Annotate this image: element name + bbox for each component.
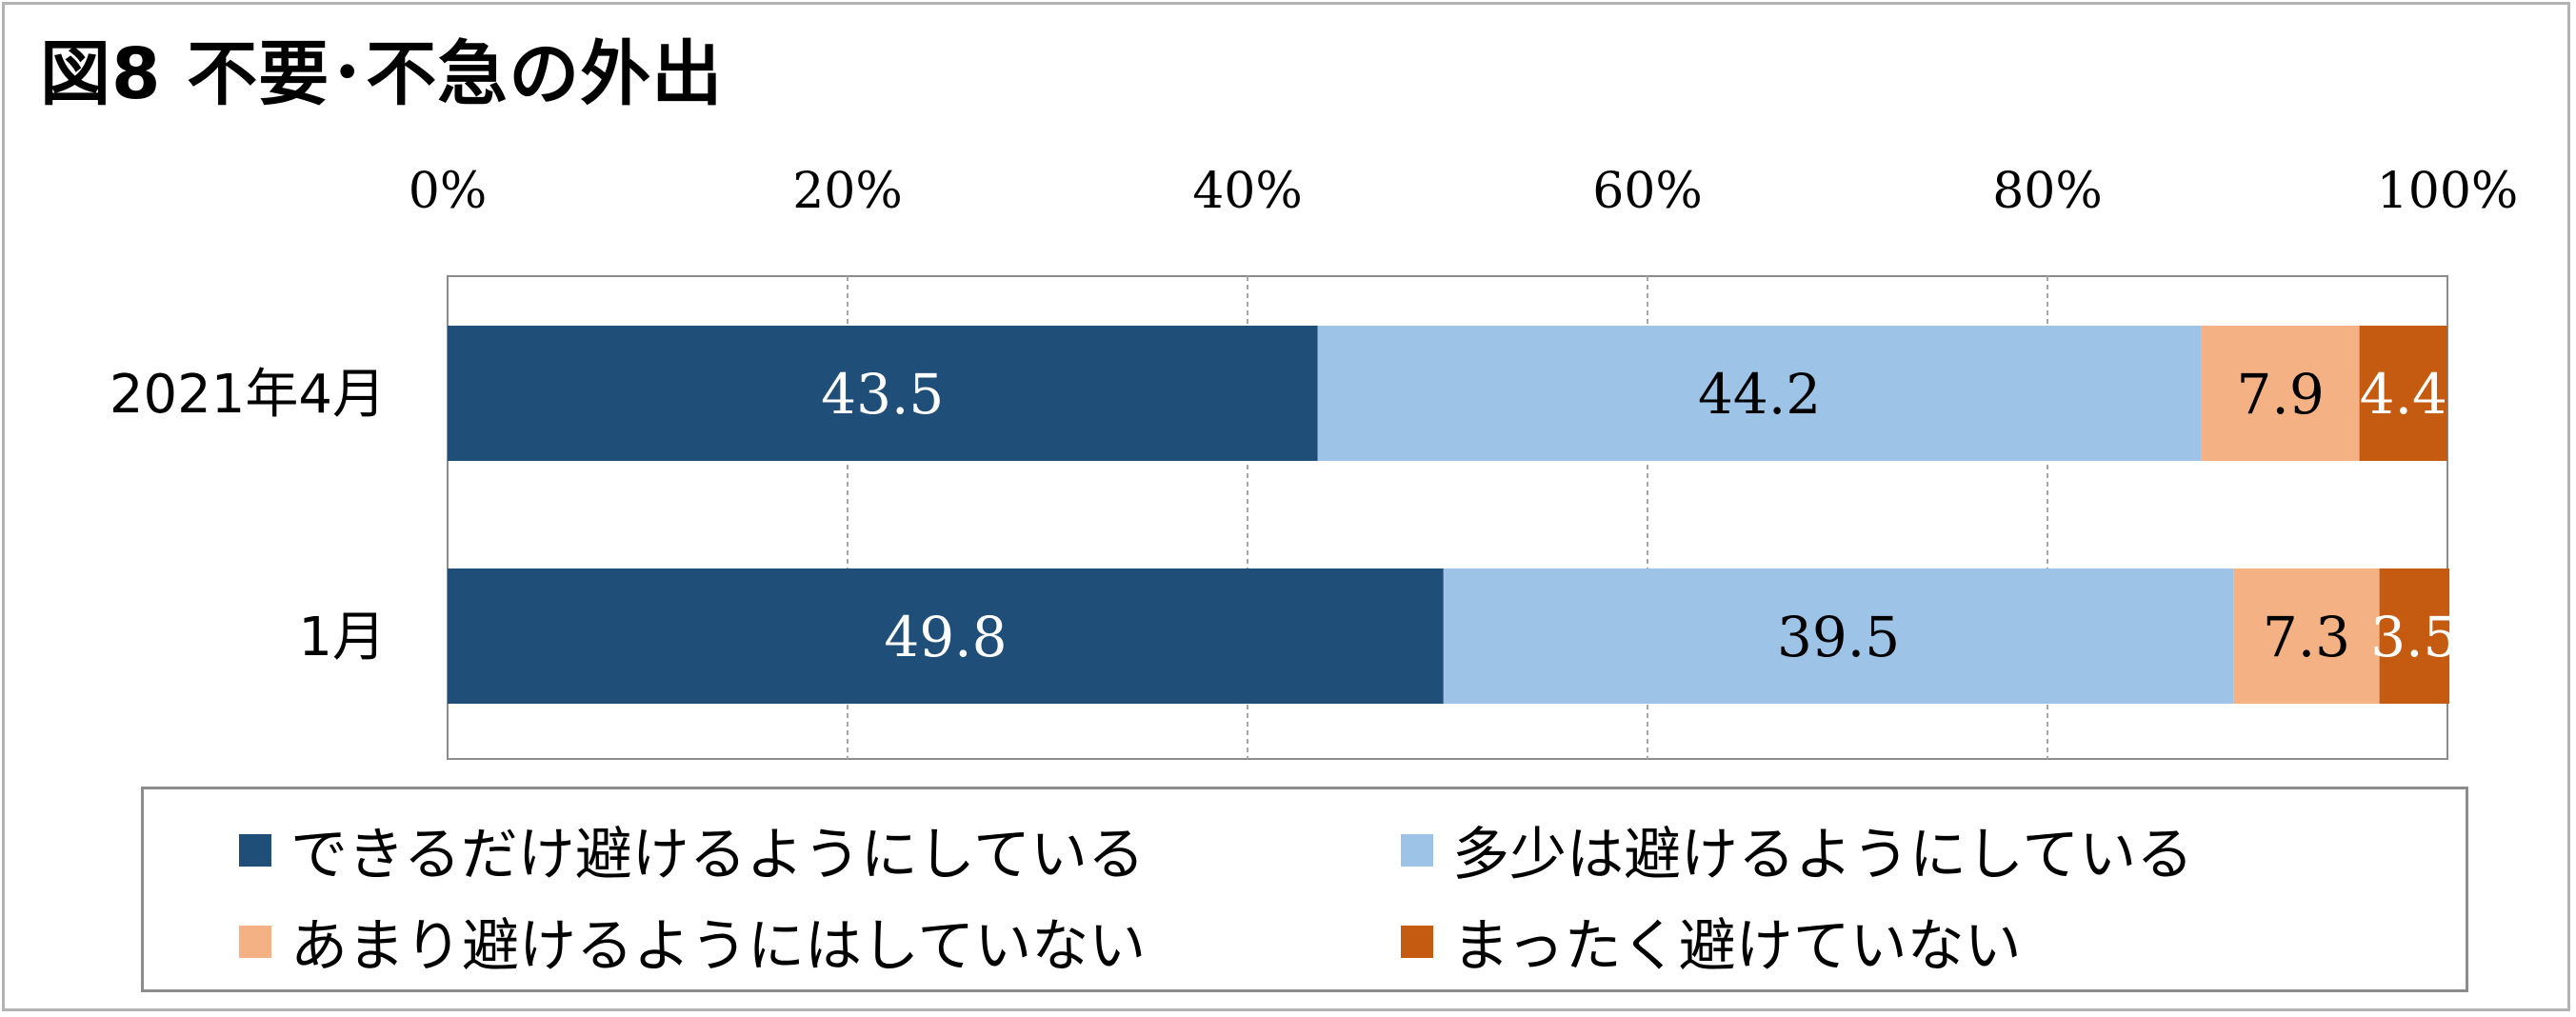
legend-label: あまり避けるようにはしていない: [290, 913, 1147, 980]
bar-segment: [2359, 326, 2447, 461]
x-tick-label: 40%: [1192, 163, 1303, 220]
data-label: 44.2: [1698, 362, 1821, 427]
legend-swatch: [1401, 925, 1433, 958]
legend: できるだけ避けるようにしている 多少は避けるようにしているあまり避けるようにはして…: [141, 787, 2468, 992]
data-label: 49.8: [884, 605, 1007, 669]
bar-segment: [2233, 568, 2380, 704]
category-label: 2021年4月: [110, 364, 386, 426]
legend-item: 多少は避けるようにしている: [1401, 808, 2193, 891]
legend-item: まったく避けていない: [1401, 900, 2022, 983]
x-tick-label: 20%: [792, 163, 903, 220]
bar-segment: [2379, 568, 2450, 704]
category-label: 1月: [298, 607, 386, 668]
x-tick-label: 60%: [1592, 163, 1703, 220]
plot-area: [447, 275, 2448, 760]
category-labels: 2021年4月 1月: [110, 364, 386, 668]
data-label: 7.3: [2263, 605, 2350, 669]
bar-segment: [1317, 326, 2202, 461]
bars: 43.5 44.2 7.9 4.4 49.8 39.5 7.3 3.5: [448, 326, 2458, 704]
legend-swatch: [239, 833, 271, 867]
chart-title: 図8 不要･不急の外出: [40, 33, 724, 115]
data-label: 7.9: [2237, 362, 2325, 427]
legend-swatch: [1401, 833, 1433, 867]
bar-segment: [448, 326, 1318, 461]
bar-segment: [1443, 568, 2234, 704]
legend-label: できるだけ避けるようにしている: [290, 822, 1145, 888]
x-tick-labels: 0% 20% 40% 60% 80% 100%: [409, 163, 2519, 220]
data-label: 39.5: [1777, 605, 1900, 669]
x-tick-label: 100%: [2377, 163, 2519, 220]
legend-swatch: [239, 925, 271, 958]
stacked-bar-chart: 43.5 44.2 7.9 4.4 49.8 39.5 7.3 3.5 0% 20% 40% 60%…: [110, 163, 2519, 760]
x-tick-label: 0%: [409, 163, 488, 220]
legend-label: 多少は避けるようにしている: [1452, 822, 2194, 888]
x-tick-label: 80%: [1992, 163, 2103, 220]
data-label: 4.4: [2360, 362, 2447, 427]
bar-segment: [2201, 326, 2360, 461]
bar-segment: [448, 568, 1444, 704]
legend-item: あまり避けるようにはしていない: [239, 900, 1146, 983]
legend-item: できるだけ避けるようにしている: [239, 808, 1145, 891]
data-label: 3.5: [2370, 605, 2458, 669]
data-label: 43.5: [821, 362, 944, 427]
legend-label: まったく避けていない: [1452, 913, 2022, 980]
